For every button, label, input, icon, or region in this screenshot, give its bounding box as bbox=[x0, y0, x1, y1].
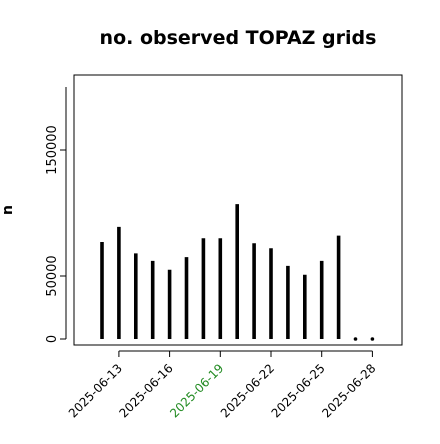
y-tick-label: 50000 bbox=[45, 255, 60, 296]
bar-zero-dot bbox=[370, 337, 375, 341]
x-axis: 2025-06-132025-06-162025-06-192025-06-22… bbox=[66, 350, 379, 420]
y-axis: 0 50000 150000 bbox=[45, 87, 67, 343]
bar-zero-dot bbox=[353, 337, 358, 341]
plot-frame bbox=[73, 74, 403, 346]
y-axis-label: n bbox=[0, 205, 16, 215]
bars bbox=[100, 204, 375, 341]
y-tick-label: 0 bbox=[45, 335, 60, 343]
x-tick-label: 2025-06-28 bbox=[319, 361, 378, 420]
y-tick-label: 150000 bbox=[45, 125, 60, 175]
chart-title: no. observed TOPAZ grids bbox=[100, 27, 377, 49]
